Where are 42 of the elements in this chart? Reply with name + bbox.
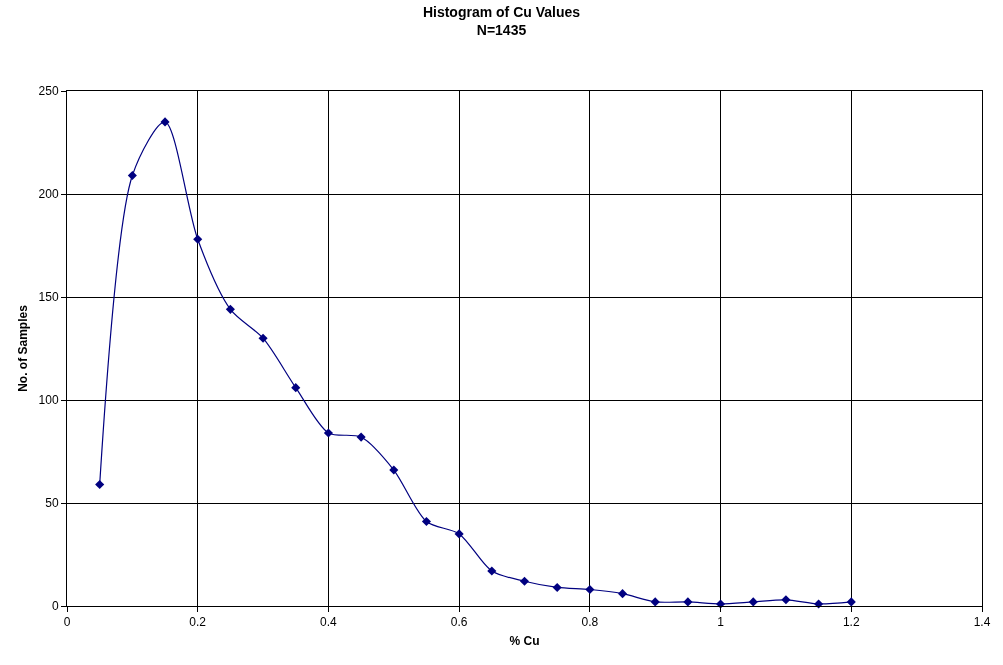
y-tick-label: 100 bbox=[38, 393, 59, 408]
point bbox=[552, 582, 562, 593]
point bbox=[519, 576, 530, 586]
x-tick-label: 1 bbox=[717, 615, 725, 630]
point bbox=[356, 432, 366, 442]
point bbox=[846, 597, 856, 607]
point bbox=[781, 595, 791, 605]
point bbox=[814, 599, 824, 609]
point bbox=[617, 589, 628, 599]
point bbox=[95, 479, 105, 490]
point bbox=[683, 597, 693, 607]
y-tick-label: 50 bbox=[45, 496, 59, 511]
point bbox=[225, 304, 235, 314]
point bbox=[454, 529, 464, 539]
point bbox=[258, 333, 268, 343]
point bbox=[389, 465, 399, 475]
y-tick-label: 150 bbox=[38, 290, 59, 305]
point bbox=[650, 597, 660, 607]
point bbox=[421, 516, 432, 527]
x-tick-label: 0.4 bbox=[320, 615, 338, 630]
x-tick-label: 0.6 bbox=[450, 615, 468, 630]
x-tick-label: 0.2 bbox=[189, 615, 207, 630]
x-tick-label: 1.4 bbox=[973, 615, 991, 630]
point bbox=[716, 599, 726, 609]
x-tick-label: 1.2 bbox=[842, 615, 860, 630]
point bbox=[193, 234, 203, 244]
point bbox=[127, 170, 137, 181]
x-tick-label: 0 bbox=[63, 615, 71, 630]
y-tick-label: 200 bbox=[38, 187, 59, 202]
point bbox=[291, 383, 301, 393]
y-tick-label: 0 bbox=[51, 599, 59, 614]
point bbox=[487, 566, 497, 576]
chart-title: Histogram of Cu Values bbox=[422, 3, 581, 20]
y-tick-label: 250 bbox=[38, 84, 59, 99]
y-axis-title: No. of Samples bbox=[15, 304, 30, 392]
x-axis-title: % Cu bbox=[509, 634, 540, 649]
chart-subtitle: N=1435 bbox=[476, 21, 527, 38]
point bbox=[160, 117, 170, 127]
point bbox=[748, 597, 758, 607]
point bbox=[323, 428, 333, 438]
point bbox=[585, 584, 595, 595]
x-tick-label: 0.8 bbox=[581, 615, 599, 630]
